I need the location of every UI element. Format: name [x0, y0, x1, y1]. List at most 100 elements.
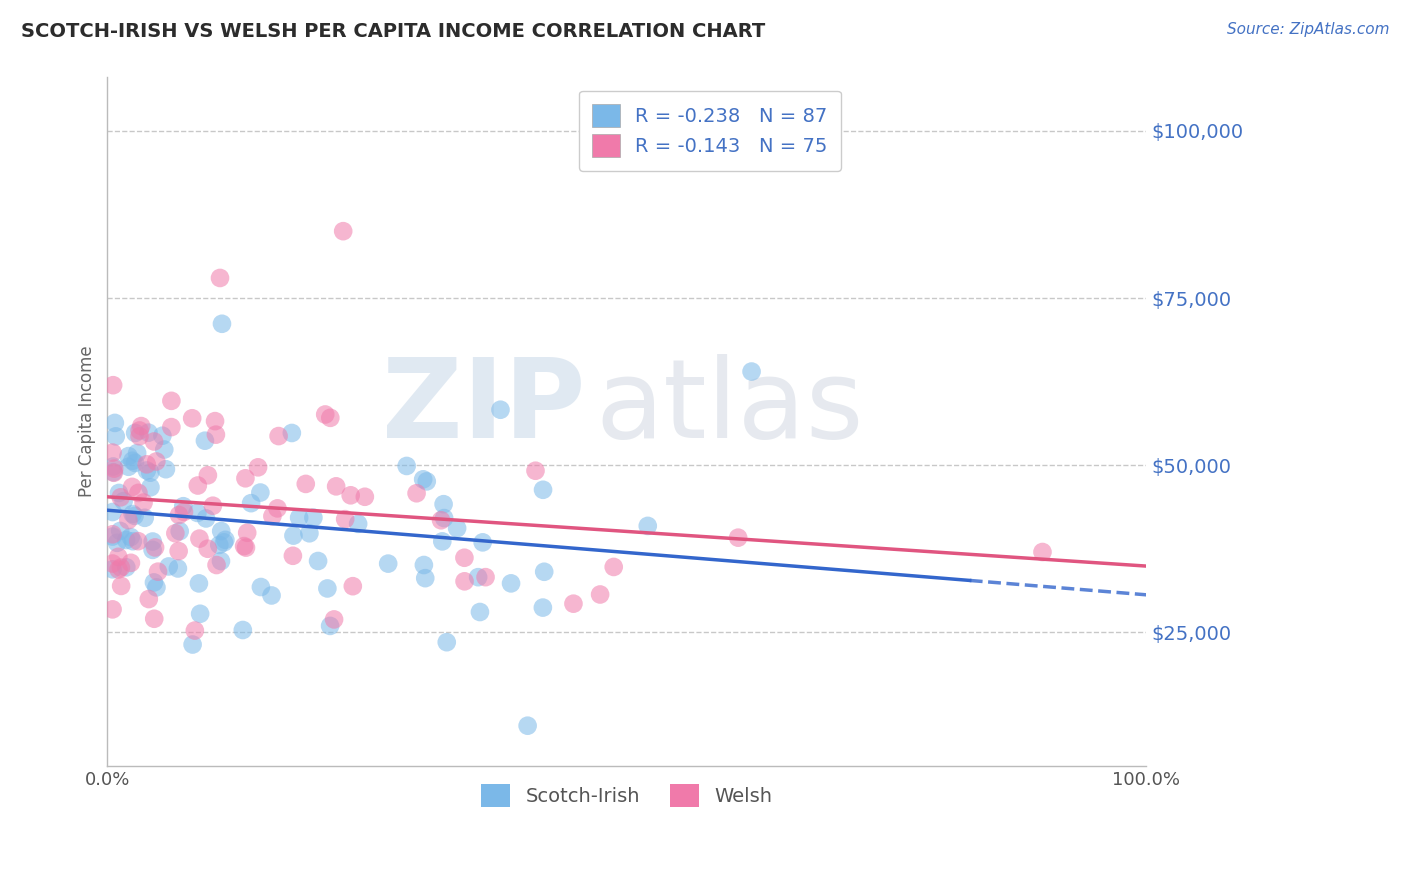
- Point: [128, 429, 150, 443]
- Point: [104, 416, 127, 430]
- Point: [138, 425, 160, 440]
- Point: [395, 458, 418, 473]
- Point: [298, 526, 321, 541]
- Point: [323, 612, 346, 626]
- Point: [101, 562, 124, 576]
- Point: [205, 427, 228, 442]
- Point: [143, 541, 166, 555]
- Point: [135, 458, 157, 472]
- Point: [186, 506, 208, 520]
- Point: [127, 446, 149, 460]
- Point: [294, 477, 316, 491]
- Point: [145, 581, 167, 595]
- Point: [101, 602, 124, 616]
- Point: [471, 535, 494, 549]
- Point: [524, 464, 547, 478]
- Point: [235, 471, 257, 485]
- Point: [142, 542, 165, 557]
- Point: [101, 378, 124, 392]
- Point: [101, 530, 124, 544]
- Text: ZIP: ZIP: [382, 354, 585, 461]
- Point: [339, 488, 361, 502]
- Point: [110, 579, 132, 593]
- Y-axis label: Per Capita Income: Per Capita Income: [79, 346, 96, 498]
- Point: [105, 536, 128, 550]
- Point: [531, 483, 554, 497]
- Point: [103, 461, 125, 475]
- Point: [412, 558, 434, 572]
- Point: [167, 544, 190, 558]
- Point: [108, 486, 131, 500]
- Point: [316, 582, 339, 596]
- Point: [121, 480, 143, 494]
- Point: [181, 638, 204, 652]
- Point: [453, 550, 475, 565]
- Point: [314, 408, 336, 422]
- Point: [145, 454, 167, 468]
- Point: [115, 560, 138, 574]
- Point: [143, 434, 166, 449]
- Point: [347, 516, 370, 531]
- Point: [637, 519, 659, 533]
- Point: [209, 524, 232, 538]
- Point: [115, 533, 138, 547]
- Point: [173, 505, 195, 519]
- Point: [101, 459, 124, 474]
- Point: [233, 539, 256, 553]
- Point: [499, 576, 522, 591]
- Point: [208, 271, 231, 285]
- Point: [453, 574, 475, 589]
- Point: [266, 501, 288, 516]
- Point: [302, 510, 325, 524]
- Text: SCOTCH-IRISH VS WELSH PER CAPITA INCOME CORRELATION CHART: SCOTCH-IRISH VS WELSH PER CAPITA INCOME …: [21, 22, 765, 41]
- Point: [107, 562, 129, 576]
- Point: [101, 445, 124, 459]
- Point: [197, 468, 219, 483]
- Point: [267, 429, 290, 443]
- Point: [187, 576, 209, 591]
- Point: [121, 507, 143, 521]
- Point: [110, 560, 132, 574]
- Point: [139, 466, 162, 480]
- Point: [468, 605, 491, 619]
- Point: [129, 419, 152, 434]
- Point: [165, 526, 187, 541]
- Point: [101, 557, 124, 571]
- Point: [250, 580, 273, 594]
- Point: [467, 570, 489, 584]
- Point: [405, 486, 427, 500]
- Point: [319, 410, 342, 425]
- Point: [201, 499, 224, 513]
- Point: [184, 624, 207, 638]
- Point: [281, 549, 304, 563]
- Point: [236, 525, 259, 540]
- Point: [283, 528, 305, 542]
- Point: [160, 420, 183, 434]
- Point: [446, 521, 468, 535]
- Point: [197, 541, 219, 556]
- Point: [117, 459, 139, 474]
- Point: [135, 463, 157, 477]
- Point: [101, 527, 124, 541]
- Point: [157, 559, 180, 574]
- Point: [516, 719, 538, 733]
- Point: [160, 393, 183, 408]
- Point: [232, 623, 254, 637]
- Point: [110, 491, 132, 505]
- Point: [602, 560, 624, 574]
- Point: [155, 462, 177, 476]
- Point: [342, 579, 364, 593]
- Point: [727, 531, 749, 545]
- Point: [134, 511, 156, 525]
- Point: [211, 317, 233, 331]
- Point: [124, 425, 146, 440]
- Point: [120, 556, 142, 570]
- Point: [562, 597, 585, 611]
- Point: [132, 495, 155, 509]
- Point: [117, 449, 139, 463]
- Point: [187, 478, 209, 492]
- Point: [247, 460, 270, 475]
- Point: [260, 589, 283, 603]
- Point: [281, 425, 304, 440]
- Text: atlas: atlas: [596, 354, 865, 461]
